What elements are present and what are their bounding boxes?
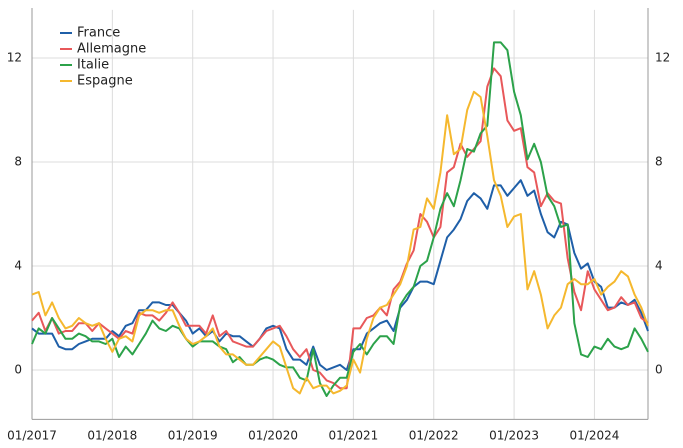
y-tick-label: 8: [14, 155, 22, 169]
y-tick-label: 4: [14, 259, 22, 273]
series-line: [31, 179, 649, 371]
x-tick-label: 01/2020: [248, 429, 298, 443]
series-line: [31, 41, 649, 397]
x-tick-label: 01/2021: [328, 429, 378, 443]
x-tick-label: 01/2024: [570, 429, 620, 443]
y-tick-label: 12: [7, 51, 22, 65]
y2-tick-label: 0: [655, 363, 663, 377]
legend-label: France: [77, 26, 120, 41]
y2-tick-label: 12: [655, 51, 670, 65]
y2-tick-label: 8: [655, 155, 663, 169]
series-line: [31, 90, 649, 395]
y-tick-label: 0: [14, 363, 22, 377]
legend-label: Espagne: [77, 74, 133, 89]
x-tick-label: 01/2022: [409, 429, 459, 443]
x-tick-label: 01/2018: [87, 429, 137, 443]
series-line: [31, 67, 649, 390]
x-tick-label: 01/2019: [168, 429, 218, 443]
legend-label: Italie: [77, 58, 109, 73]
y2-tick-label: 4: [655, 259, 663, 273]
x-tick-label: 01/2017: [7, 429, 57, 443]
x-tick-label: 01/2023: [489, 429, 539, 443]
legend-label: Allemagne: [77, 42, 146, 57]
